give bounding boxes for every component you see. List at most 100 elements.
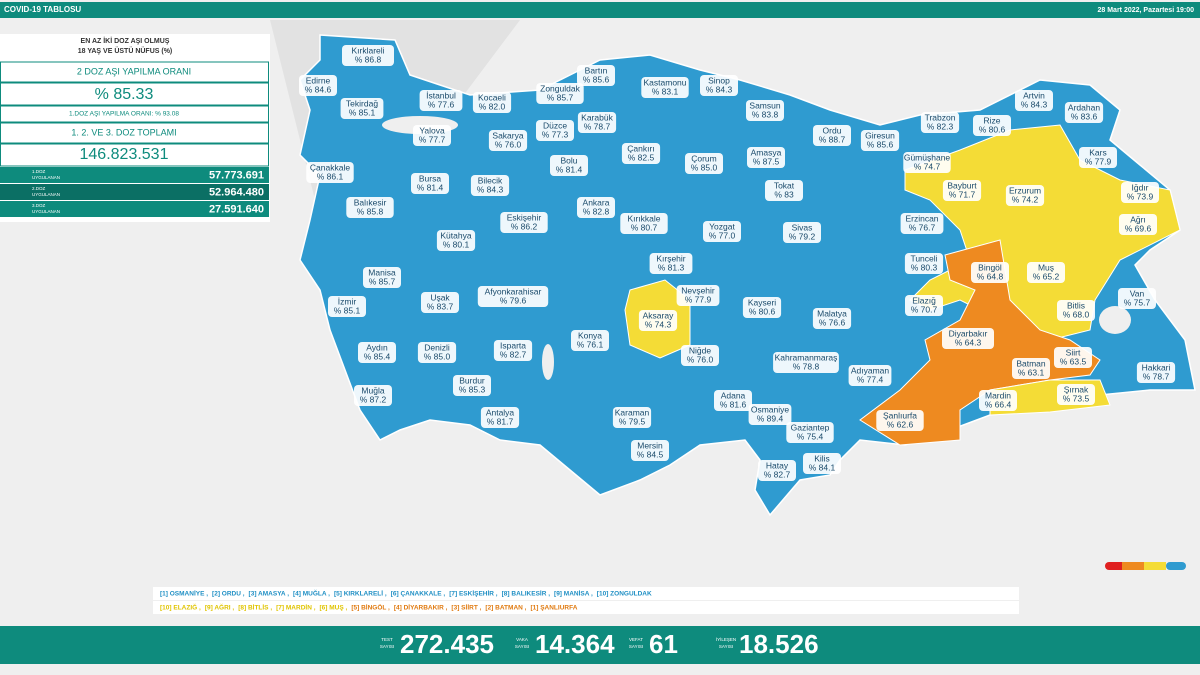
province-value: % 84.3 [1021, 99, 1048, 109]
province-label-bg [876, 410, 924, 431]
province-name: Zonguldak [540, 83, 580, 93]
province-value: % 81.7 [487, 416, 514, 426]
province-name: Konya [578, 330, 602, 340]
province-value: % 73.5 [1063, 393, 1090, 403]
province-label-bg [1057, 384, 1095, 405]
province-name: Gaziantep [791, 422, 830, 432]
province-value: % 84.5 [637, 449, 664, 459]
legend-swatch [1144, 562, 1166, 570]
province-value: % 75.7 [1124, 297, 1151, 307]
province-value: % 76.7 [909, 222, 936, 232]
province-name: Niğde [689, 345, 711, 355]
province-name: Aksaray [643, 310, 674, 320]
province-label-bg [340, 98, 384, 119]
ranking-item: [5] KIRKLARELİ , [334, 590, 387, 598]
stat-value: 18.526 [739, 629, 819, 659]
header-bar [0, 2, 1200, 18]
stat-label: SAYISI [629, 644, 643, 649]
province-name: Trabzon [925, 112, 956, 122]
ranking-item: [6] MUŞ , [320, 605, 348, 612]
stats: TEST SAYISI 272.435 VAKA SAYISI 14.364 VEFAT SA… [380, 629, 819, 659]
province-value: % 71.7 [949, 189, 976, 199]
province-value: % 84.3 [706, 84, 733, 94]
label: 1. 2. VE 3. DOZ TOPLAMI [71, 127, 176, 137]
province-value: % 79.6 [500, 295, 527, 305]
province-label-bg [421, 292, 459, 313]
ranking: [1] OSMANİYE , [2] ORDU , [3] AMASYA , [4] … [160, 589, 652, 612]
province-name: Batman [1016, 358, 1046, 368]
province-label-bg [1012, 358, 1050, 379]
province-value: % 87.5 [753, 156, 780, 166]
province-name: Osmaniye [751, 404, 790, 414]
province-value: % 86.2 [511, 221, 538, 231]
dose-label: 3.DOZ [32, 203, 46, 208]
panel-title: EN AZ İKİ DOZ AŞI OLMUŞ [81, 37, 170, 45]
province-value: % 77.0 [709, 230, 736, 240]
province-name: Karaman [615, 407, 650, 417]
province-label-bg [681, 345, 719, 366]
dose-value: 57.773.691 [209, 169, 264, 181]
province-label-bg [328, 296, 366, 317]
province-label-bg [971, 262, 1009, 283]
province-value: % 80.1 [443, 239, 470, 249]
province-name: Ardahan [1068, 102, 1100, 112]
province-name: Rize [983, 115, 1000, 125]
province-name: Sivas [792, 222, 813, 232]
province-label-bg [1015, 90, 1053, 111]
province-value: % 69.6 [1125, 223, 1152, 233]
province-value: % 85.7 [547, 92, 574, 102]
ranking-item: [1] OSMANİYE , [160, 590, 208, 598]
province-name: Tekirdağ [346, 98, 378, 108]
province-value: % 85.1 [334, 305, 361, 315]
province-value: % 84.1 [809, 462, 836, 472]
ranking-item: [4] DİYARBAKIR , [394, 604, 448, 612]
dose-value: 52.964.480 [209, 186, 264, 198]
province-label-bg [903, 152, 951, 173]
dose-row [0, 201, 269, 217]
province-label-bg [714, 390, 752, 411]
province-value: % 64.8 [977, 271, 1004, 281]
province-label-bg [577, 112, 617, 133]
province-label-bg [550, 155, 588, 176]
ranking-item: [3] SİİRT , [451, 604, 481, 612]
province-name: Karabük [581, 112, 613, 122]
province-name: Çorum [691, 153, 717, 163]
province-value: % 87.2 [360, 394, 387, 404]
province-value: % 74.7 [914, 161, 941, 171]
legend-swatch [1105, 562, 1127, 570]
province-value: % 84.3 [477, 184, 504, 194]
ranking-item: [4] MUĞLA , [293, 589, 330, 598]
dose-label: 2.DOZ [32, 186, 46, 191]
province-label-bg [979, 390, 1017, 411]
panel-title: 18 YAŞ VE ÜSTÜ NÜFUS (%) [78, 46, 173, 55]
province-value: % 77.7 [419, 134, 446, 144]
province-label-bg [419, 90, 463, 111]
province-value: % 70.7 [911, 304, 938, 314]
ranking-item: [8] BİTLİS , [238, 604, 272, 612]
province-label-bg [904, 253, 944, 274]
province-name: Hakkari [1142, 362, 1171, 372]
province-value: % 89.4 [757, 413, 784, 423]
province-label-bg [480, 407, 520, 428]
province-value: % 77.6 [428, 99, 455, 109]
province-name: Artvin [1023, 90, 1045, 100]
province-name: Bursa [419, 173, 441, 183]
rate: % 85.33 [95, 86, 154, 103]
province-name: Nevşehir [681, 285, 715, 295]
province-value: % 73.9 [1127, 191, 1154, 201]
province-value: % 81.3 [658, 262, 685, 272]
province-label-bg [1136, 362, 1176, 383]
province-value: % 78.8 [793, 361, 820, 371]
province-label-bg [621, 143, 661, 164]
province-name: Çanakkale [310, 162, 350, 172]
province-name: Yalova [419, 125, 445, 135]
province-name: Kayseri [748, 297, 776, 307]
province-label-bg [813, 125, 851, 146]
province-name: Elazığ [912, 295, 936, 305]
province-name: Erzincan [905, 213, 938, 223]
province-label-bg [1027, 262, 1065, 283]
province-value: % 85.7 [369, 276, 396, 286]
province-value: % 79.5 [619, 416, 646, 426]
